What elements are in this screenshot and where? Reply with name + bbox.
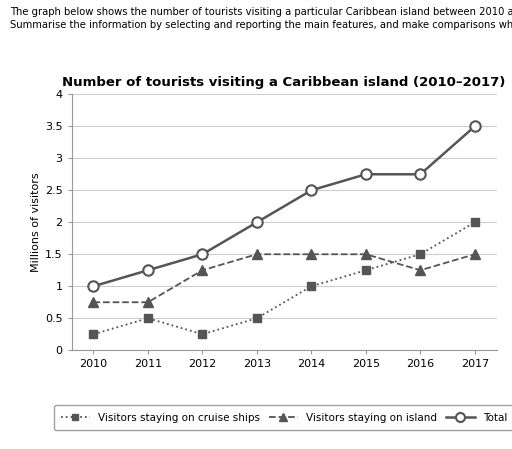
Y-axis label: Millions of visitors: Millions of visitors (31, 172, 41, 272)
Legend: Visitors staying on cruise ships, Visitors staying on island, Total: Visitors staying on cruise ships, Visito… (54, 405, 512, 430)
Title: Number of tourists visiting a Caribbean island (2010–2017): Number of tourists visiting a Caribbean … (62, 76, 506, 89)
Text: The graph below shows the number of tourists visiting a particular Caribbean isl: The graph below shows the number of tour… (10, 7, 512, 17)
Text: Summarise the information by selecting and reporting the main features, and make: Summarise the information by selecting a… (10, 20, 512, 30)
